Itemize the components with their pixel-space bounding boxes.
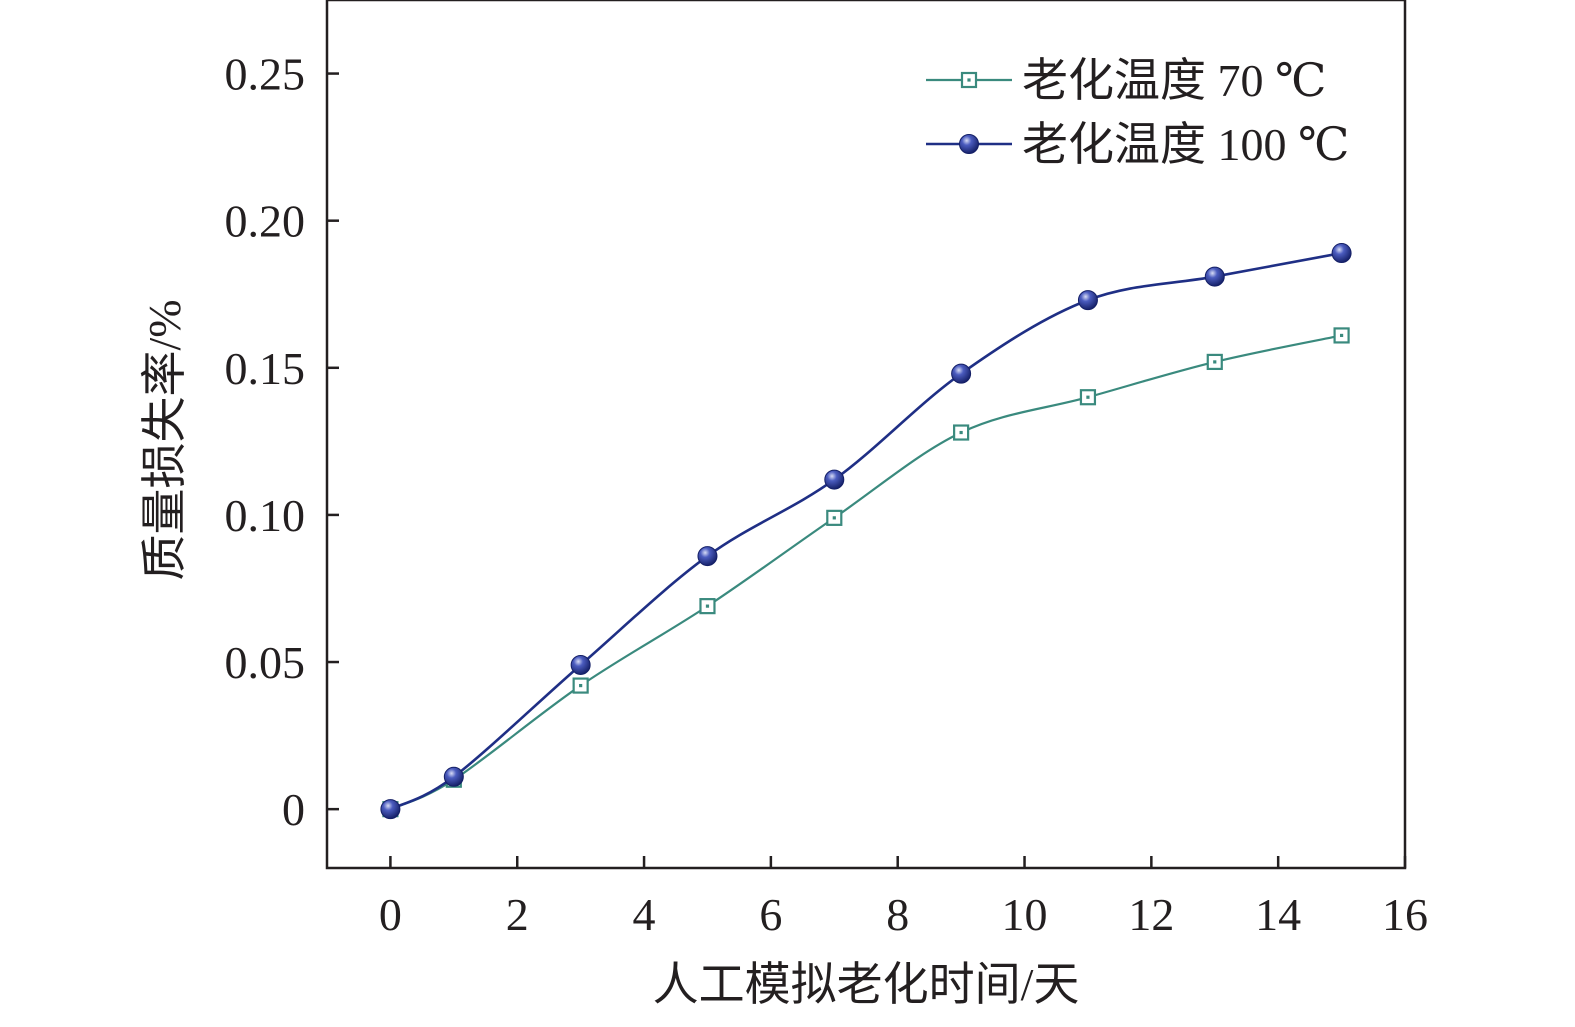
data-point-series-2 bbox=[824, 469, 845, 490]
data-point-series-1 bbox=[826, 509, 843, 526]
square-marker-dot bbox=[1339, 333, 1344, 338]
x-tick-label: 0 bbox=[379, 889, 402, 940]
circle-marker bbox=[697, 546, 718, 567]
data-point-series-1 bbox=[1206, 353, 1223, 371]
square-marker-dot bbox=[959, 430, 963, 435]
circle-marker bbox=[1204, 266, 1225, 287]
square-marker-dot bbox=[705, 604, 710, 608]
circle-marker bbox=[1331, 243, 1352, 264]
legend-marker-2 bbox=[959, 134, 979, 154]
circle-marker bbox=[951, 363, 972, 384]
data-point-series-2 bbox=[443, 766, 464, 787]
x-axis-ticks: 0 2 4 6 8 10 12 14 16 bbox=[379, 856, 1428, 940]
square-marker-dot bbox=[1086, 395, 1090, 399]
x-tick-label: 6 bbox=[759, 889, 782, 940]
circle-marker bbox=[570, 654, 591, 675]
square-marker-dot bbox=[967, 78, 971, 82]
data-point-series-2 bbox=[1077, 290, 1098, 311]
square-marker-dot bbox=[832, 516, 836, 520]
y-tick-label: 0.05 bbox=[225, 637, 306, 688]
legend: 老化温度 70 ℃ 老化温度 100 ℃ bbox=[926, 55, 1349, 170]
square-marker-dot bbox=[1213, 360, 1217, 364]
x-tick-label: 4 bbox=[633, 889, 656, 940]
y-tick-label: 0.25 bbox=[225, 49, 306, 100]
series-line-2 bbox=[389, 251, 1342, 811]
data-point-series-1 bbox=[953, 424, 970, 441]
series-layer bbox=[380, 243, 1352, 820]
x-tick-label: 2 bbox=[506, 889, 529, 940]
circle-marker bbox=[959, 134, 979, 154]
legend-label-2: 老化温度 100 ℃ bbox=[1022, 119, 1349, 170]
circle-marker bbox=[380, 799, 401, 820]
y-axis-ticks: 0 0.05 0.10 0.15 0.20 0.25 bbox=[225, 49, 339, 835]
x-tick-label: 14 bbox=[1255, 889, 1301, 940]
square-marker-dot bbox=[579, 683, 583, 688]
data-point-series-2 bbox=[570, 654, 591, 675]
y-tick-label: 0.20 bbox=[225, 196, 306, 247]
data-point-series-2 bbox=[380, 799, 401, 820]
y-axis-title: 质量损失率/% bbox=[139, 299, 190, 580]
x-tick-label: 12 bbox=[1128, 889, 1174, 940]
data-point-series-1 bbox=[572, 677, 589, 694]
plot-frame bbox=[325, 0, 1407, 870]
circle-marker bbox=[443, 766, 464, 787]
x-tick-label: 16 bbox=[1382, 889, 1428, 940]
data-point-series-2 bbox=[951, 363, 972, 384]
data-point-series-1 bbox=[699, 598, 716, 615]
data-point-series-2 bbox=[697, 546, 718, 567]
x-tick-label: 10 bbox=[1002, 889, 1048, 940]
legend-label-1: 老化温度 70 ℃ bbox=[1022, 55, 1326, 106]
data-point-series-2 bbox=[1331, 243, 1352, 264]
y-tick-label: 0 bbox=[282, 784, 305, 835]
data-point-series-1 bbox=[1079, 389, 1097, 406]
series-line-1 bbox=[389, 334, 1342, 811]
y-tick-label: 0.15 bbox=[225, 343, 306, 394]
circle-marker bbox=[824, 469, 845, 490]
x-axis-title: 人工模拟老化时间/天 bbox=[653, 959, 1080, 1010]
legend-marker-1 bbox=[960, 71, 978, 89]
data-point-series-1 bbox=[1333, 327, 1350, 344]
data-point-series-2 bbox=[1204, 266, 1225, 287]
x-tick-label: 8 bbox=[886, 889, 909, 940]
circle-marker bbox=[1077, 290, 1098, 311]
y-tick-label: 0.10 bbox=[225, 490, 306, 541]
